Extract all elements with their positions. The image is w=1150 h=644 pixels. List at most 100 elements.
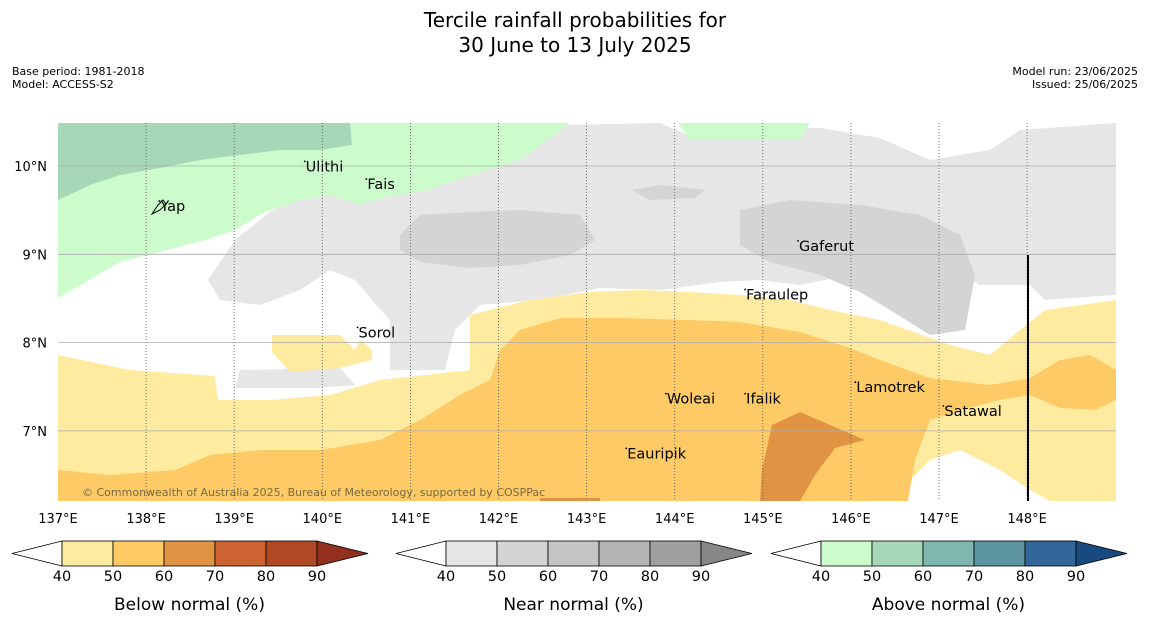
legends: 40 50 60 70 80 90 Below normal (%) 40 50 60 70 80 90… xyxy=(11,540,1128,615)
issued-text: Issued: 25/06/2025 xyxy=(1031,78,1138,91)
longitude-label: 138°E xyxy=(126,512,166,527)
title-line-1: Tercile rainfall probabilities for xyxy=(423,8,727,32)
below-normal-60-sliver xyxy=(540,498,600,501)
place-label: Lamotrek xyxy=(856,380,925,396)
legend-tick-label: 40 xyxy=(812,569,830,585)
place-label: Faraulep xyxy=(746,287,808,303)
legend-swatch xyxy=(649,540,702,567)
place-label: Ulithi xyxy=(306,159,344,175)
copyright-text: © Commonwealth of Australia 2025, Bureau… xyxy=(82,486,545,499)
legend-extend-high xyxy=(700,540,753,567)
legend-tick-label: 90 xyxy=(1067,569,1085,585)
legend-tick-label: 70 xyxy=(965,569,983,585)
place-marker xyxy=(797,239,799,242)
legend-swatch xyxy=(598,540,651,567)
place-marker xyxy=(744,392,747,395)
place-label: Fais xyxy=(367,177,394,193)
longitude-label: 144°E xyxy=(655,512,695,527)
yap-island-outline xyxy=(150,199,167,216)
place-marker xyxy=(664,392,667,395)
base-period-text: Base period: 1981-2018 xyxy=(12,65,145,78)
legend-swatch xyxy=(265,540,318,567)
place-marker xyxy=(854,381,857,384)
longitude-label: 148°E xyxy=(1007,512,1047,527)
legend-swatch xyxy=(445,540,498,567)
legend-tick-label: 50 xyxy=(488,569,506,585)
legend-tick-label: 90 xyxy=(692,569,710,585)
place-label: Satawal xyxy=(944,404,1001,420)
place-label: Ifalik xyxy=(746,392,781,408)
near-normal-40-region-south xyxy=(235,368,355,388)
legend-tick-label: 60 xyxy=(539,569,557,585)
legend-swatch xyxy=(1024,540,1077,567)
legend-swatch xyxy=(820,540,873,567)
model-run-text: Model run: 23/06/2025 xyxy=(1012,65,1138,78)
place-marker xyxy=(356,326,359,329)
legend-swatch xyxy=(496,540,549,567)
meta-left: Base period: 1981-2018 Model: ACCESS-S2 xyxy=(12,65,144,91)
near-normal-50-region-west xyxy=(400,210,595,268)
latitude-label: 7°N xyxy=(23,425,48,440)
longitude-label: 141°E xyxy=(391,512,431,527)
above-normal-50-region xyxy=(58,123,352,200)
legend-tick-label: 80 xyxy=(1016,569,1034,585)
longitude-label: 139°E xyxy=(214,512,254,527)
legend-title: Near normal (%) xyxy=(503,595,643,615)
legend-swatch xyxy=(112,540,165,567)
above-normal-40-north-patch xyxy=(678,123,810,140)
legend-title: Below normal (%) xyxy=(114,595,265,615)
place-marker xyxy=(625,447,628,450)
place-label: Gaferut xyxy=(799,239,854,255)
legend-tick-label: 50 xyxy=(104,569,122,585)
axis-labels: 137°E 138°E 139°E 140°E 141°E 142°E 143°E 144°E… xyxy=(14,160,1047,527)
longitude-label: 145°E xyxy=(743,512,783,527)
place-labels: Ulithi Fais Yap Gaferut Faraulep Sorol Lamotre… xyxy=(158,159,1002,462)
longitude-label: 147°E xyxy=(919,512,959,527)
legend-tick-label: 60 xyxy=(914,569,932,585)
latitude-label: 8°N xyxy=(23,337,48,352)
map-title: Tercile rainfall probabilities for 30 Ju… xyxy=(0,8,1150,58)
place-marker xyxy=(744,288,747,291)
legend-tick-label: 40 xyxy=(53,569,71,585)
legend-tick-label: 70 xyxy=(206,569,224,585)
place-label: Woleai xyxy=(667,392,715,408)
legend-tick-label: 70 xyxy=(590,569,608,585)
near-normal-50-patch xyxy=(632,185,705,200)
place-label: Yap xyxy=(159,199,185,215)
legend-colorbar: 40 50 60 70 80 90 Near normal (%) xyxy=(395,540,753,615)
legend-extend-high xyxy=(1075,540,1128,567)
longitude-label: 140°E xyxy=(303,512,343,527)
legend-swatch xyxy=(547,540,600,567)
legend-swatch xyxy=(973,540,1026,567)
gridlines xyxy=(58,123,1116,501)
model-text: Model: ACCESS-S2 xyxy=(12,78,114,91)
legend-tick-label: 80 xyxy=(641,569,659,585)
legend-extend-low xyxy=(11,540,63,567)
near-normal-50-region-east xyxy=(740,200,975,335)
longitude-label: 146°E xyxy=(831,512,871,527)
legend-tick-label: 60 xyxy=(155,569,173,585)
legend-swatch xyxy=(61,540,114,567)
legend-swatch xyxy=(871,540,924,567)
place-label: Sorol xyxy=(359,325,396,341)
legend-swatch xyxy=(922,540,975,567)
longitude-label: 137°E xyxy=(38,512,78,527)
meta-right: Model run: 23/06/2025 Issued: 25/06/2025 xyxy=(1012,65,1138,91)
legend-extend-high xyxy=(316,540,369,567)
place-label: Eauripik xyxy=(627,446,686,462)
legend-swatch xyxy=(163,540,216,567)
legend-swatch xyxy=(214,540,267,567)
latitude-label: 10°N xyxy=(14,160,47,175)
title-line-2: 30 June to 13 July 2025 xyxy=(458,33,692,57)
legend-tick-label: 80 xyxy=(257,569,275,585)
legend-tick-label: 40 xyxy=(437,569,455,585)
legend-title: Above normal (%) xyxy=(872,595,1025,615)
longitude-label: 142°E xyxy=(479,512,519,527)
place-marker xyxy=(158,200,161,203)
legend-extend-low xyxy=(770,540,822,567)
place-marker xyxy=(365,178,368,180)
legend-colorbar: 40 50 60 70 80 90 Above normal (%) xyxy=(770,540,1128,615)
legend-tick-label: 50 xyxy=(863,569,881,585)
latitude-label: 9°N xyxy=(23,248,48,263)
